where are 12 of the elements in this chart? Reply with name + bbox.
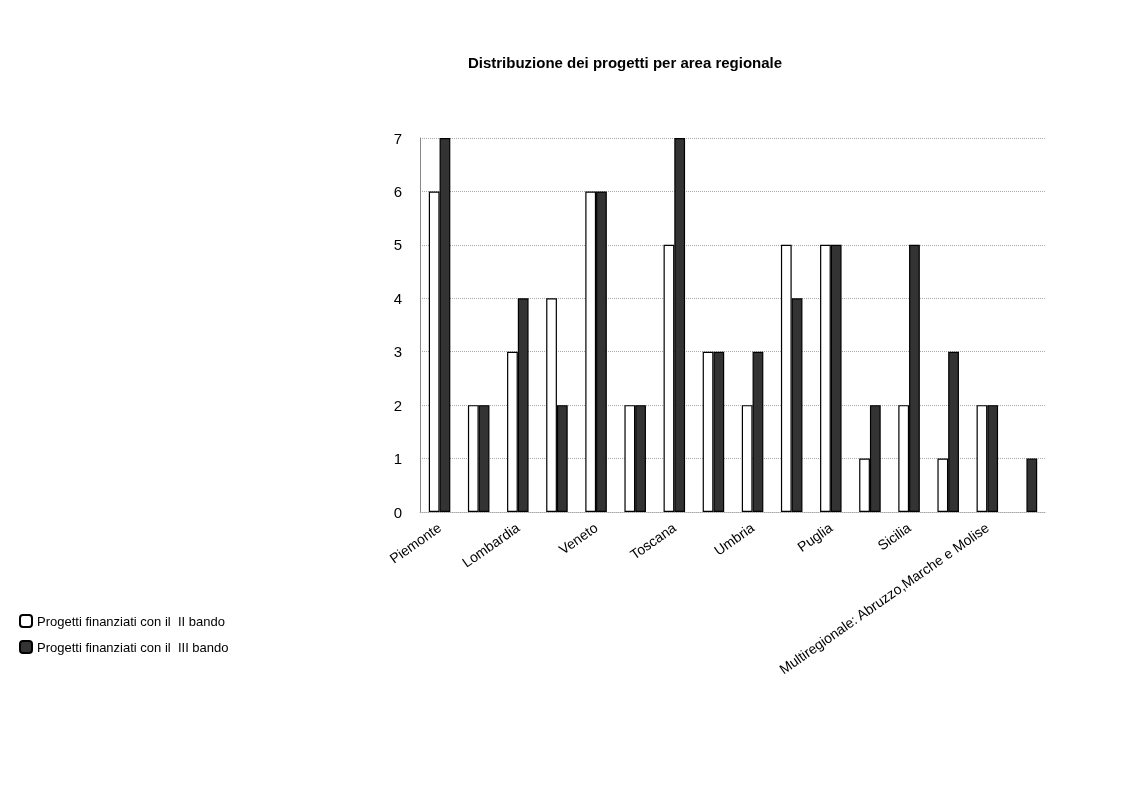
legend-label: Progetti finanziati con il II bando bbox=[37, 613, 225, 629]
y-tick-label: 0 bbox=[393, 503, 402, 521]
y-tick-label: 2 bbox=[393, 396, 402, 414]
y-tick-label: 4 bbox=[393, 289, 402, 307]
chart-title: Distribuzione dei progetti per area regionale bbox=[467, 54, 783, 71]
y-tick-label: 3 bbox=[393, 343, 402, 361]
bar bbox=[1026, 458, 1038, 512]
legend-label: Progetti finanziati con il III bando bbox=[37, 639, 229, 655]
y-tick-label: 5 bbox=[393, 236, 402, 254]
y-tick-label: 1 bbox=[393, 450, 402, 468]
y-tick-label: 7 bbox=[393, 129, 402, 147]
y-tick-label: 6 bbox=[393, 182, 402, 200]
